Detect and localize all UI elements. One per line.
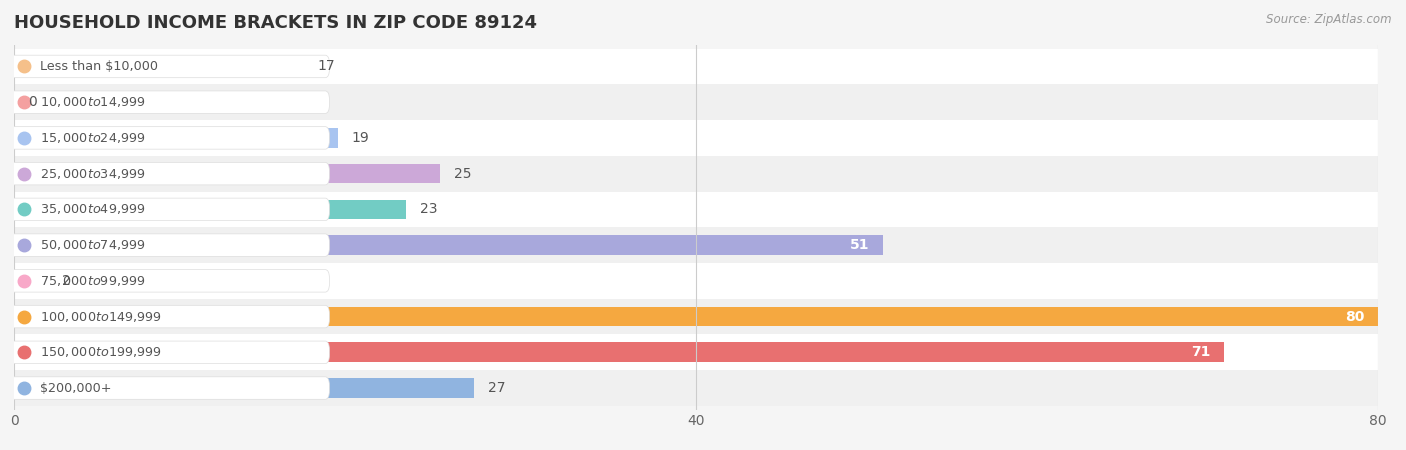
- Text: HOUSEHOLD INCOME BRACKETS IN ZIP CODE 89124: HOUSEHOLD INCOME BRACKETS IN ZIP CODE 89…: [14, 14, 537, 32]
- FancyBboxPatch shape: [8, 341, 329, 364]
- FancyBboxPatch shape: [8, 377, 329, 399]
- Bar: [14, 84, 1378, 120]
- Text: 2: 2: [62, 274, 70, 288]
- Text: 51: 51: [851, 238, 870, 252]
- FancyBboxPatch shape: [8, 91, 329, 113]
- Bar: [14, 342, 1225, 362]
- FancyBboxPatch shape: [8, 162, 329, 185]
- Text: $150,000 to $199,999: $150,000 to $199,999: [39, 345, 162, 359]
- Bar: [14, 156, 1378, 192]
- FancyBboxPatch shape: [8, 306, 329, 328]
- FancyBboxPatch shape: [8, 198, 329, 220]
- Bar: [14, 378, 474, 398]
- Bar: [14, 128, 337, 148]
- Text: $50,000 to $74,999: $50,000 to $74,999: [39, 238, 145, 252]
- Text: 23: 23: [420, 202, 437, 216]
- Text: 19: 19: [352, 131, 370, 145]
- Bar: [14, 164, 440, 184]
- Text: Source: ZipAtlas.com: Source: ZipAtlas.com: [1267, 14, 1392, 27]
- Text: 17: 17: [318, 59, 335, 73]
- FancyBboxPatch shape: [8, 126, 329, 149]
- Bar: [14, 49, 1378, 84]
- Text: 0: 0: [28, 95, 37, 109]
- Text: 25: 25: [454, 166, 471, 180]
- Bar: [14, 192, 1378, 227]
- Bar: [14, 271, 48, 291]
- Bar: [14, 120, 1378, 156]
- Bar: [14, 235, 883, 255]
- Text: $200,000+: $200,000+: [39, 382, 111, 395]
- Text: $25,000 to $34,999: $25,000 to $34,999: [39, 166, 145, 180]
- Bar: [14, 227, 1378, 263]
- FancyBboxPatch shape: [8, 270, 329, 292]
- Bar: [14, 334, 1378, 370]
- Bar: [14, 307, 1378, 326]
- Bar: [14, 57, 304, 76]
- Text: Less than $10,000: Less than $10,000: [39, 60, 157, 73]
- Bar: [14, 370, 1378, 406]
- Text: 27: 27: [488, 381, 506, 395]
- Text: $10,000 to $14,999: $10,000 to $14,999: [39, 95, 145, 109]
- FancyBboxPatch shape: [8, 234, 329, 256]
- Bar: [14, 199, 406, 219]
- Bar: [14, 263, 1378, 299]
- Text: $15,000 to $24,999: $15,000 to $24,999: [39, 131, 145, 145]
- Text: $100,000 to $149,999: $100,000 to $149,999: [39, 310, 162, 324]
- Text: $75,000 to $99,999: $75,000 to $99,999: [39, 274, 145, 288]
- Text: $35,000 to $49,999: $35,000 to $49,999: [39, 202, 145, 216]
- Text: 71: 71: [1191, 345, 1211, 359]
- FancyBboxPatch shape: [8, 55, 329, 78]
- Bar: [14, 299, 1378, 334]
- Text: 80: 80: [1346, 310, 1364, 324]
